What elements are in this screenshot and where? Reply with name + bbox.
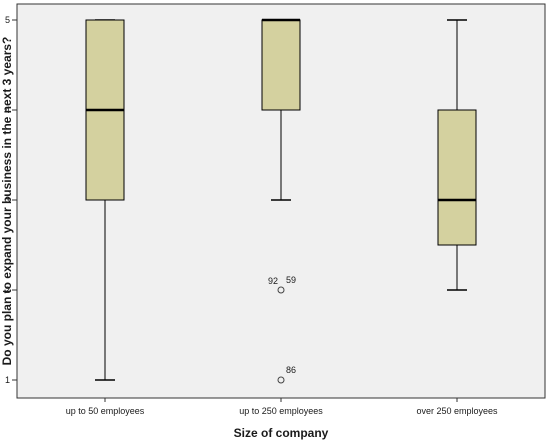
x-tick-label: over 250 employees [416,406,498,416]
y-axis-title: Do you plan to expand your business in t… [0,37,14,366]
outlier-label: 92 [268,276,278,286]
box-group: 86 92 59 [261,18,301,384]
y-tick-label: 3 [5,195,10,205]
box-iqr [261,19,301,111]
x-tick-label: up to 250 employees [239,406,323,416]
y-tick-label: 1 [5,375,10,385]
y-tick-label: 2 [5,285,10,295]
y-axis: 1 2 3 4 5 [5,15,17,385]
box-group [437,19,477,291]
y-tick-label: 5 [5,15,10,25]
outlier-label: 86 [286,365,296,375]
boxes-group: 86 92 59 [85,18,477,384]
box-iqr [437,109,477,246]
outlier-point [277,376,285,384]
x-axis: up to 50 employees up to 250 employees ove… [66,398,498,416]
outlier-label: 59 [286,275,296,285]
outlier-point [277,286,285,294]
box-group [85,19,125,381]
x-axis-title: Size of company [234,426,329,440]
x-tick-label: up to 50 employees [66,406,145,416]
y-tick-label: 4 [5,105,10,115]
